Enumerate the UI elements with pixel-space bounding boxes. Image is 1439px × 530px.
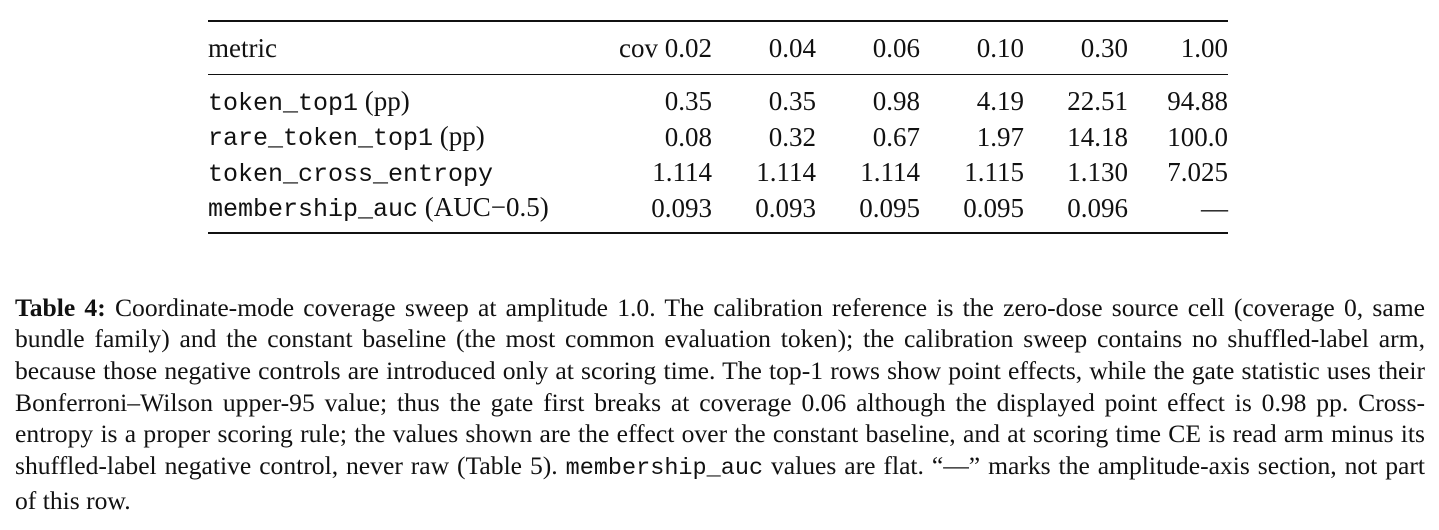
header-col-0: cov 0.02 xyxy=(619,32,712,63)
header-col-5: 1.00 xyxy=(1180,32,1228,63)
table-cell: 1.114 xyxy=(652,157,712,188)
table-cell: 1.97 xyxy=(976,121,1024,152)
table-cell: 0.096 xyxy=(1067,192,1128,223)
caption-label: Table 4: xyxy=(15,292,106,322)
table-cell: 0.67 xyxy=(872,121,920,152)
table-row: membership_auc (AUC−0.5) 0.093 0.093 0.0… xyxy=(208,191,1228,234)
table-row: token_cross_entropy 1.114 1.114 1.114 1.… xyxy=(208,155,1228,191)
header-col-4: 0.30 xyxy=(1080,32,1128,63)
metric-suffix: (pp) xyxy=(364,85,410,116)
table-cell: 22.51 xyxy=(1067,86,1128,117)
header-col-3: 0.10 xyxy=(976,32,1024,63)
table-cell: 1.130 xyxy=(1067,157,1128,188)
row-metric-label: token_cross_entropy xyxy=(208,155,604,191)
metric-code: token_cross_entropy xyxy=(208,159,494,189)
table-cell: 0.35 xyxy=(664,86,712,117)
table-cell: 0.093 xyxy=(651,192,712,223)
metric-suffix: (pp) xyxy=(439,121,485,152)
table-cell: 0.095 xyxy=(963,192,1024,223)
row-metric-label: membership_auc (AUC−0.5) xyxy=(208,191,604,234)
table-cell: 0.093 xyxy=(755,192,816,223)
metric-code: rare_token_top1 xyxy=(208,124,434,154)
table-caption: Table 4: Coordinate-mode coverage sweep … xyxy=(15,292,1425,517)
table-cell: 100.0 xyxy=(1167,121,1228,152)
header-col-1: 0.04 xyxy=(768,32,816,63)
table-header-row: metric cov 0.02 0.04 0.06 0.10 0.30 1.00 xyxy=(208,21,1228,75)
table-cell: 1.114 xyxy=(860,157,920,188)
row-metric-label: rare_token_top1 (pp) xyxy=(208,120,604,156)
metric-suffix: (AUC−0.5) xyxy=(424,192,549,223)
table-cell: 0.35 xyxy=(768,86,816,117)
table-cell: 4.19 xyxy=(976,86,1024,117)
row-metric-label: token_top1 (pp) xyxy=(208,75,604,120)
header-metric: metric xyxy=(208,32,277,63)
table-cell: 0.32 xyxy=(768,121,816,152)
caption-code: membership_auc xyxy=(565,455,764,483)
table-cell: 94.88 xyxy=(1167,86,1228,117)
header-col-2: 0.06 xyxy=(872,32,920,63)
table-cell: 14.18 xyxy=(1067,121,1128,152)
table-cell: 1.114 xyxy=(756,157,816,188)
results-table-container: metric cov 0.02 0.04 0.06 0.10 0.30 1.00… xyxy=(208,20,1228,234)
table-cell-dash: — xyxy=(1201,192,1228,223)
table-cell: 1.115 xyxy=(964,157,1024,188)
metric-code: token_top1 xyxy=(208,88,359,118)
caption-text-part2: values are flat. “—” marks the amplitude… xyxy=(15,451,1425,515)
table-row: rare_token_top1 (pp) 0.08 0.32 0.67 1.97… xyxy=(208,120,1228,156)
table-cell: 0.98 xyxy=(872,86,920,117)
metric-code: membership_auc xyxy=(208,195,419,225)
table-cell: 7.025 xyxy=(1167,157,1228,188)
table-cell: 0.095 xyxy=(859,192,920,223)
table-cell: 0.08 xyxy=(664,121,712,152)
caption-text-part1: Coordinate-mode coverage sweep at amplit… xyxy=(15,292,1425,481)
table-row: token_top1 (pp) 0.35 0.35 0.98 4.19 22.5… xyxy=(208,75,1228,120)
coverage-sweep-table: metric cov 0.02 0.04 0.06 0.10 0.30 1.00… xyxy=(208,20,1228,234)
